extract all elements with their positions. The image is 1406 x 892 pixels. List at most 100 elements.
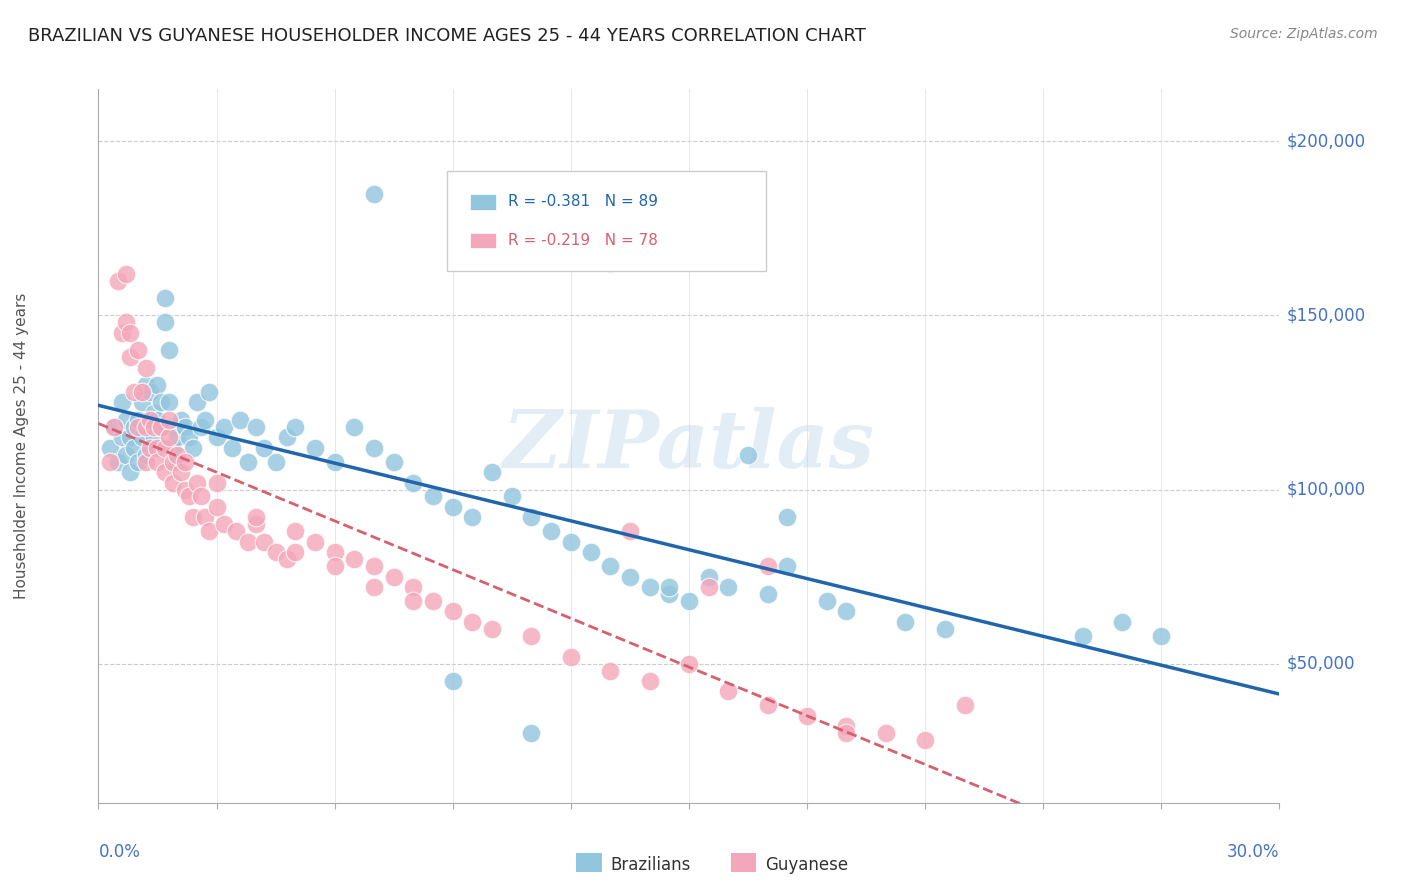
Point: [934, 622, 956, 636]
Point: [115, 315, 138, 329]
Point: [894, 615, 917, 629]
Point: [122, 420, 145, 434]
Point: [264, 545, 287, 559]
Point: [131, 430, 153, 444]
Point: [697, 569, 720, 583]
Point: [1150, 629, 1173, 643]
Point: [284, 524, 307, 539]
Text: R = -0.219   N = 78: R = -0.219 N = 78: [508, 233, 658, 248]
Point: [157, 413, 180, 427]
Point: [619, 524, 641, 539]
Point: [658, 580, 681, 594]
Text: 30.0%: 30.0%: [1227, 843, 1279, 861]
Point: [190, 490, 212, 504]
Point: [402, 594, 425, 608]
Point: [174, 455, 197, 469]
Point: [205, 500, 228, 514]
Point: [135, 455, 157, 469]
Point: [461, 615, 484, 629]
Text: Guyanese: Guyanese: [765, 856, 848, 874]
Point: [737, 448, 759, 462]
Point: [174, 483, 197, 497]
Point: [599, 664, 621, 678]
Point: [402, 580, 425, 594]
Point: [135, 378, 157, 392]
Point: [520, 629, 543, 643]
Point: [138, 441, 160, 455]
Point: [205, 430, 228, 444]
Point: [1111, 615, 1133, 629]
Point: [363, 559, 385, 574]
Point: [194, 413, 217, 427]
Point: [118, 350, 141, 364]
Point: [776, 559, 799, 574]
Point: [150, 395, 173, 409]
Point: [166, 448, 188, 462]
Point: [717, 580, 740, 594]
Point: [205, 475, 228, 490]
Point: [520, 726, 543, 740]
Point: [422, 490, 444, 504]
Point: [166, 430, 188, 444]
Point: [181, 441, 204, 455]
Text: $100,000: $100,000: [1286, 481, 1365, 499]
Point: [835, 604, 858, 618]
FancyBboxPatch shape: [471, 233, 496, 248]
Point: [382, 569, 405, 583]
Point: [103, 420, 125, 434]
Point: [166, 455, 188, 469]
Point: [678, 594, 700, 608]
Point: [599, 256, 621, 270]
Point: [717, 684, 740, 698]
Point: [115, 448, 138, 462]
Point: [363, 580, 385, 594]
Point: [756, 559, 779, 574]
Point: [118, 465, 141, 479]
Point: [146, 455, 169, 469]
Point: [135, 420, 157, 434]
Point: [815, 594, 838, 608]
Point: [264, 455, 287, 469]
Point: [835, 726, 858, 740]
Point: [194, 510, 217, 524]
Point: [304, 441, 326, 455]
Point: [103, 420, 125, 434]
Point: [214, 420, 236, 434]
Point: [638, 673, 661, 688]
Point: [599, 559, 621, 574]
Point: [835, 719, 858, 733]
Point: [131, 385, 153, 400]
Point: [284, 545, 307, 559]
Point: [162, 420, 184, 434]
Point: [619, 569, 641, 583]
Point: [162, 475, 184, 490]
Point: [382, 455, 405, 469]
Text: $150,000: $150,000: [1286, 307, 1365, 325]
Point: [540, 524, 562, 539]
Point: [98, 441, 121, 455]
Point: [127, 343, 149, 358]
Point: [304, 534, 326, 549]
Point: [402, 475, 425, 490]
Point: [138, 413, 160, 427]
Point: [157, 430, 180, 444]
Point: [323, 545, 346, 559]
Point: [323, 455, 346, 469]
Point: [461, 510, 484, 524]
Point: [146, 413, 169, 427]
Point: [138, 420, 160, 434]
Point: [155, 315, 177, 329]
Point: [177, 430, 200, 444]
Point: [111, 395, 134, 409]
Point: [115, 413, 138, 427]
Point: [135, 448, 157, 462]
Point: [756, 698, 779, 713]
Text: R = -0.381   N = 89: R = -0.381 N = 89: [508, 194, 658, 210]
Point: [142, 430, 165, 444]
Point: [253, 534, 276, 549]
Point: [245, 420, 267, 434]
Text: $200,000: $200,000: [1286, 132, 1365, 151]
Point: [146, 378, 169, 392]
Point: [138, 385, 160, 400]
Point: [174, 420, 197, 434]
